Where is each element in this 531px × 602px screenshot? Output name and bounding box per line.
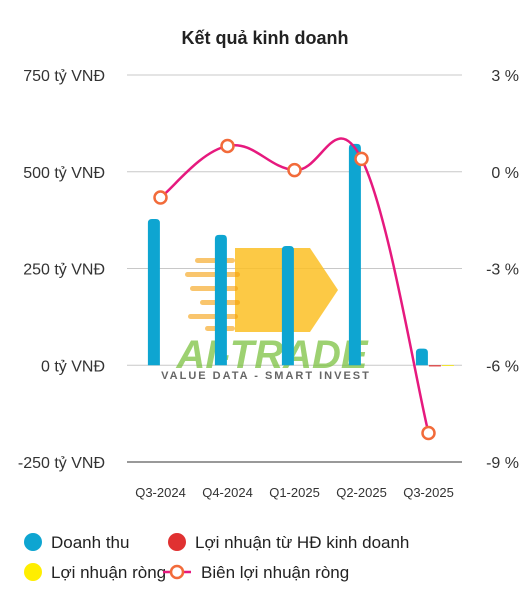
legend: Doanh thu Lợi nhuận từ HĐ kinh doanh Lợi n…: [24, 533, 409, 582]
bars: [147, 143, 454, 367]
bar-doanh-thu: [415, 348, 428, 366]
legend-item: Lợi nhuận từ HĐ kinh doanh: [168, 533, 409, 552]
category-label: Q3-2024: [135, 485, 186, 500]
bar-l-i-nhu-n-t-h-kinh-doanh: [428, 365, 441, 367]
category-label: Q2-2025: [336, 485, 387, 500]
watermark-tagline: VALUE DATA - SMART INVEST: [161, 370, 371, 382]
bar-doanh-thu: [147, 218, 160, 366]
right-axis-tick-label: 0 %: [491, 165, 519, 182]
chart-title: Kết quả kinh doanh: [181, 28, 348, 48]
margin-point: [220, 138, 235, 154]
margin-point: [354, 151, 369, 167]
legend-item: Doanh thu: [24, 533, 129, 552]
margin-point: [153, 190, 168, 205]
legend-label: Lợi nhuận từ HĐ kinh doanh: [195, 533, 409, 552]
margin-line: [153, 137, 436, 441]
legend-swatch-icon: [24, 563, 42, 581]
margin-point: [287, 162, 302, 178]
bar-doanh-thu: [348, 143, 361, 366]
left-axis-tick-label: 750 tỷ VNĐ: [23, 68, 105, 85]
category-label: Q1-2025: [269, 485, 320, 500]
watermark-speed-stripe: [185, 272, 240, 277]
left-axis-tick-label: 0 tỷ VNĐ: [41, 358, 105, 375]
watermark-arrow-icon: [185, 248, 338, 332]
legend-item: Lợi nhuận ròng: [24, 563, 166, 582]
legend-item: Biên lợi nhuận ròng: [163, 563, 349, 582]
category-label: Q3-2025: [403, 485, 454, 500]
left-axis-tick-label: 500 tỷ VNĐ: [23, 165, 105, 182]
left-axis-ticks: 750 tỷ VNĐ 500 tỷ VNĐ 250 tỷ VNĐ 0 tỷ VNĐ -2…: [18, 68, 105, 472]
bar-doanh-thu: [281, 246, 294, 366]
legend-label: Lợi nhuận ròng: [51, 563, 166, 582]
category-labels: Q3-2024 Q4-2024 Q1-2025 Q2-2025 Q3-2025: [135, 485, 454, 500]
category-label: Q4-2024: [202, 485, 253, 500]
legend-point-marker-icon: [169, 564, 185, 580]
watermark-speed-stripe: [188, 314, 238, 319]
legend-label: Biên lợi nhuận ròng: [201, 563, 349, 582]
bar-doanh-thu: [214, 234, 227, 366]
right-axis-tick-label: -3 %: [486, 262, 519, 279]
legend-swatch-icon: [24, 533, 42, 551]
legend-swatch-icon: [168, 533, 186, 551]
right-axis-tick-label: 3 %: [491, 68, 519, 85]
margin-line-path: [159, 137, 430, 434]
watermark-logo-text: AI-TRADE: [175, 333, 368, 377]
right-axis-ticks: 3 % 0 % -3 % -6 % -9 %: [486, 68, 519, 472]
legend-label: Doanh thu: [51, 533, 129, 552]
bar-l-i-nhu-n-r-ng: [441, 365, 454, 367]
right-axis-tick-label: -6 %: [486, 358, 519, 375]
right-axis-tick-label: -9 %: [486, 455, 519, 472]
margin-point: [421, 425, 436, 441]
left-axis-tick-label: 250 tỷ VNĐ: [23, 262, 105, 279]
left-axis-tick-label: -250 tỷ VNĐ: [18, 455, 105, 472]
watermark-speed-stripe: [190, 286, 238, 291]
